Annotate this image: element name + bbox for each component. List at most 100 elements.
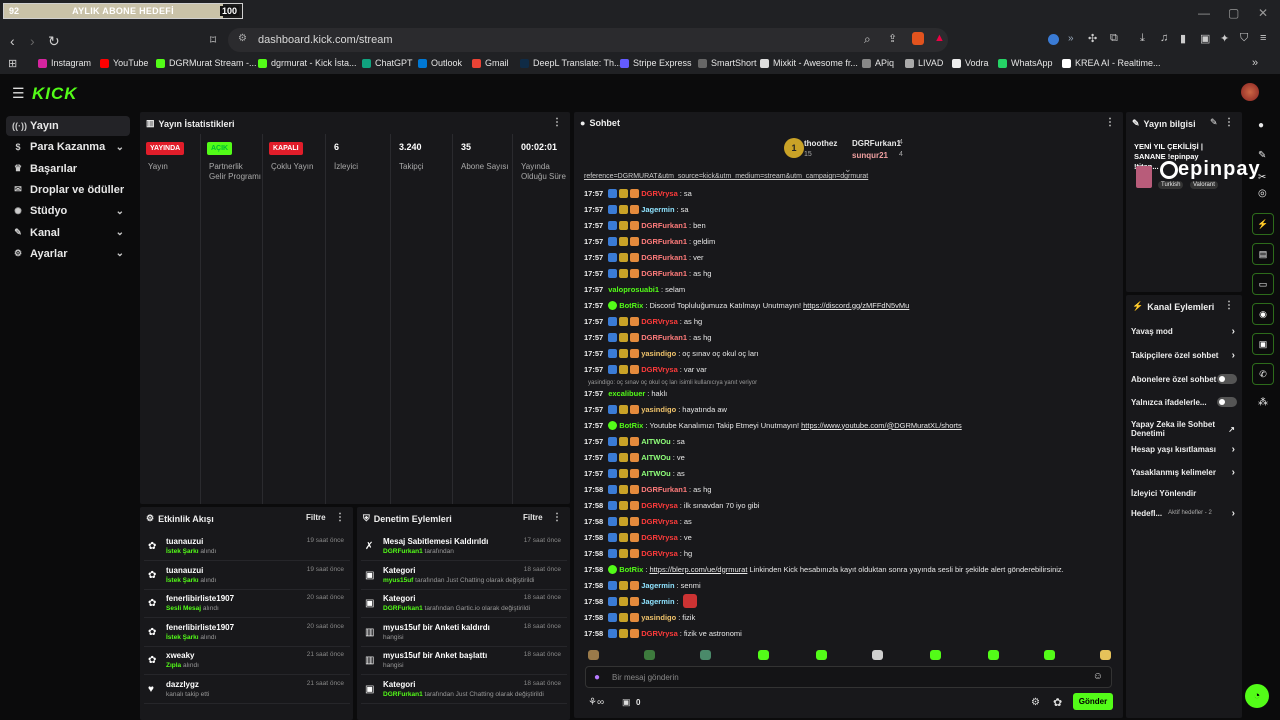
channel-action-item[interactable]: Yasaklanmış kelimeler › xyxy=(1131,464,1239,480)
chat-message[interactable]: 17:58 DGRVrysa: as xyxy=(584,516,692,526)
message-username[interactable]: DGRVrysa xyxy=(641,516,678,526)
close-window-icon[interactable]: ✕ xyxy=(1258,6,1269,20)
emote-icon[interactable] xyxy=(700,650,711,660)
help-chat-button[interactable]: ◔ xyxy=(1245,684,1269,708)
message-username[interactable]: DGRVrysa xyxy=(641,188,678,198)
activity-filter-button[interactable]: Filtre xyxy=(306,513,326,522)
message-username[interactable]: DGRVrysa xyxy=(641,316,678,326)
emote-icon[interactable] xyxy=(872,650,883,660)
pinned-link-text[interactable]: reference=DGRMURAT&utm_source=kick&utm_m… xyxy=(584,173,869,180)
sidebar-icon[interactable]: ▮ xyxy=(1180,33,1187,45)
top-supporter-name[interactable]: sunqur21 xyxy=(852,151,889,160)
search-icon[interactable]: ⌕ xyxy=(864,32,871,46)
bookmark-item[interactable]: YouTube xyxy=(100,58,148,68)
list-item[interactable]: ▣ Kategori DGRFurkan1 tarafından Just Chat… xyxy=(361,676,567,704)
address-bar[interactable]: ⚙ dashboard.kick.com/stream ⌕ ⇪ ▲ xyxy=(228,28,948,52)
list-item[interactable]: ▥ myus15uf bir Anket başlattı hangisi 18 sa… xyxy=(361,647,567,675)
chat-message[interactable]: 17:58 DGRFurkan1: as hg xyxy=(584,484,712,494)
message-username[interactable]: Jagermin xyxy=(641,204,675,214)
bookmark-item[interactable]: Instagram xyxy=(38,58,91,68)
emote-icon[interactable] xyxy=(644,650,655,660)
list-item[interactable]: ▣ Kategori myus15uf tarafından Just Chatti… xyxy=(361,562,567,590)
quick-action-tools-button[interactable]: ✆ xyxy=(1252,363,1274,385)
message-username[interactable]: DGRFurkan1 xyxy=(641,332,688,342)
chat-message[interactable]: 17:58 DGRVrysa: fizik ve astronomi xyxy=(584,628,742,638)
quick-action-note-button[interactable]: ▤ xyxy=(1252,243,1274,265)
reload-icon[interactable]: ↻ xyxy=(48,33,60,49)
list-item[interactable]: ✗ Mesaj Sabitlemesi Kaldırıldı DGRFurkan1 … xyxy=(361,533,567,561)
chat-message[interactable]: 17:58 DGRVrysa: ilk sınavdan 70 iyo gibi xyxy=(584,500,760,510)
chat-message[interactable]: 17:57 AITWOu: ve xyxy=(584,452,685,462)
chat-message[interactable]: 17:58 yasindigo: fizik xyxy=(584,612,696,622)
chat-message[interactable]: 17:57 Jagermin: sa xyxy=(584,204,689,214)
list-item[interactable]: ✿ tuanauzui İstek Şarkı alındı 19 saat önce xyxy=(144,562,350,590)
emote-icon[interactable] xyxy=(588,650,599,660)
emote-icon[interactable] xyxy=(930,650,941,660)
channel-action-item[interactable]: Hesap yaşı kısıtlaması › xyxy=(1131,441,1239,457)
chat-message[interactable]: 17:57 AITWOu: as xyxy=(584,468,685,478)
chat-message[interactable]: 17:57 excalibuer: haklı xyxy=(584,388,668,398)
community-icon[interactable]: ⚘∞ xyxy=(588,697,605,708)
edit-icon[interactable]: ✎ xyxy=(1210,117,1218,127)
send-button[interactable]: Gönder xyxy=(1073,693,1113,710)
bookmark-item[interactable]: Vodra xyxy=(952,58,989,68)
sidebar-item-dollar[interactable]: $ Para Kazanma ⌄ xyxy=(6,137,130,157)
list-item[interactable]: ▣ Kategori DGRFurkan1 tarafından Gartic.io… xyxy=(361,590,567,618)
chat-message[interactable]: 17:57 valoprosuabi1: selam xyxy=(584,284,686,294)
mic-icon[interactable]: ● xyxy=(594,672,601,683)
chat-message[interactable]: 17:57 AITWOu: sa xyxy=(584,436,685,446)
more-options-icon[interactable]: ⋮ xyxy=(1224,117,1234,128)
quick-action-broadcast-button[interactable]: ◉ xyxy=(1252,303,1274,325)
more-options-icon[interactable]: ⋮ xyxy=(552,117,562,128)
list-item[interactable]: ✿ tuanauzui İstek Şarkı alındı 19 saat önce xyxy=(144,533,350,561)
leo-icon[interactable]: ✦ xyxy=(1220,33,1230,45)
chat-message[interactable]: 17:58 BotRix: https://blerp.com/ue/dgrmur… xyxy=(584,564,1064,574)
kick-logo[interactable]: KICK xyxy=(32,84,78,103)
chat-message[interactable]: 17:57 DGRFurkan1: ver xyxy=(584,252,704,262)
emote-icon[interactable] xyxy=(816,650,827,660)
message-username[interactable]: valoprosuabi1 xyxy=(608,284,660,294)
wallet-icon[interactable]: ▣ xyxy=(1200,33,1211,45)
chat-message[interactable]: 17:58 DGRVrysa: hg xyxy=(584,548,693,558)
more-options-icon[interactable]: ⋮ xyxy=(552,512,562,523)
bookmark-item[interactable]: ChatGPT xyxy=(362,58,413,68)
moderation-filter-button[interactable]: Filtre xyxy=(523,513,543,522)
edit-icon[interactable]: ✎ xyxy=(1258,150,1267,161)
site-info-icon[interactable]: ⚙ xyxy=(238,33,247,44)
chat-message[interactable]: 17:57 yasindigo: hayatında aw xyxy=(584,404,727,414)
rewards-icon[interactable]: ▲ xyxy=(934,32,945,44)
bookmark-item[interactable]: DeepL Translate: Th... xyxy=(520,58,622,68)
settings-icon[interactable]: ⚙ xyxy=(1031,697,1040,708)
message-username[interactable]: DGRVrysa xyxy=(641,548,678,558)
sidebar-item-studio[interactable]: ✺ Stüdyo ⌄ xyxy=(6,201,130,221)
emote-icon[interactable] xyxy=(1100,650,1111,660)
brave-shield-icon[interactable] xyxy=(912,32,924,45)
emote-icon[interactable] xyxy=(988,650,999,660)
chat-message[interactable]: 17:57 BotRix: Youtube Kanalımızı Takip Et… xyxy=(584,420,962,430)
tag[interactable]: Valorant xyxy=(1190,181,1218,189)
maximize-icon[interactable]: ▢ xyxy=(1228,6,1240,20)
sidebar-item-broadcast[interactable]: ((·)) Yayın xyxy=(6,116,130,136)
chat-message[interactable]: 17:57 BotRix: Discord Topluluğumuza Katıl… xyxy=(584,300,910,310)
extension-icon[interactable]: ⧉ xyxy=(1110,32,1118,44)
apps-grid-icon[interactable]: ⊞ xyxy=(8,58,18,70)
list-item[interactable]: ✿ fenerlibirliste1907 İstek Şarkı alındı 20… xyxy=(144,619,350,647)
list-item[interactable]: ✿ fenerlibirliste1907 Sesli Mesaj alındı 20… xyxy=(144,590,350,618)
more-options-icon[interactable]: ⋮ xyxy=(1105,117,1115,128)
message-username[interactable]: yasindigo xyxy=(641,348,677,358)
message-link[interactable]: https://blerp.com/ue/dgrmurat xyxy=(649,564,748,574)
bookmark-item[interactable]: Mixkit - Awesome fr... xyxy=(760,58,858,68)
emote-icon[interactable] xyxy=(758,650,769,660)
quick-action-bolt-button[interactable]: ⚡ xyxy=(1252,213,1274,235)
message-link[interactable]: https://www.youtube.com/@DGRMuratXL/shor… xyxy=(801,420,962,430)
chat-message[interactable]: 17:58 Jagermin: xyxy=(584,594,697,608)
chat-message[interactable]: 17:57 DGRVrysa: var var xyxy=(584,364,707,374)
sidebar-item-gift[interactable]: ✉ Droplar ve ödüller xyxy=(6,180,130,200)
avatar[interactable] xyxy=(1241,83,1259,101)
chat-message[interactable]: 17:57 DGRFurkan1: ben xyxy=(584,220,706,230)
message-username[interactable]: excalibuer xyxy=(608,388,646,398)
message-username[interactable]: yasindigo xyxy=(641,612,677,622)
message-username[interactable]: BotRix xyxy=(619,300,644,310)
menu-icon[interactable]: ≡ xyxy=(1260,32,1267,44)
chat-message[interactable]: 17:57 DGRVrysa: sa xyxy=(584,188,692,198)
